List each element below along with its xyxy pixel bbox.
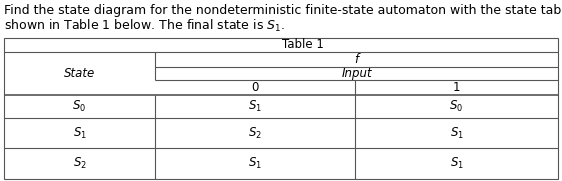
- Text: Input: Input: [341, 67, 372, 80]
- Text: 0: 0: [251, 81, 259, 94]
- Text: $S_0$: $S_0$: [450, 99, 464, 114]
- Text: $S_1$: $S_1$: [248, 99, 262, 114]
- Text: 1: 1: [453, 81, 460, 94]
- Text: $S_2$: $S_2$: [72, 156, 87, 171]
- Text: $S_2$: $S_2$: [248, 125, 262, 141]
- Text: $S_1$: $S_1$: [450, 125, 464, 141]
- Text: Table 1: Table 1: [282, 39, 324, 52]
- Bar: [4, 38, 558, 179]
- Text: f: f: [355, 53, 359, 66]
- Text: Find the state diagram for the nondeterministic finite-state automaton with the : Find the state diagram for the nondeterm…: [4, 4, 562, 17]
- Text: $S_1$: $S_1$: [450, 156, 464, 171]
- Text: $S_0$: $S_0$: [72, 99, 87, 114]
- Text: shown in Table 1 below. The final state is $S_1$.: shown in Table 1 below. The final state …: [4, 18, 285, 34]
- Text: $S_1$: $S_1$: [248, 156, 262, 171]
- Text: State: State: [64, 67, 95, 80]
- Text: $S_1$: $S_1$: [72, 125, 87, 141]
